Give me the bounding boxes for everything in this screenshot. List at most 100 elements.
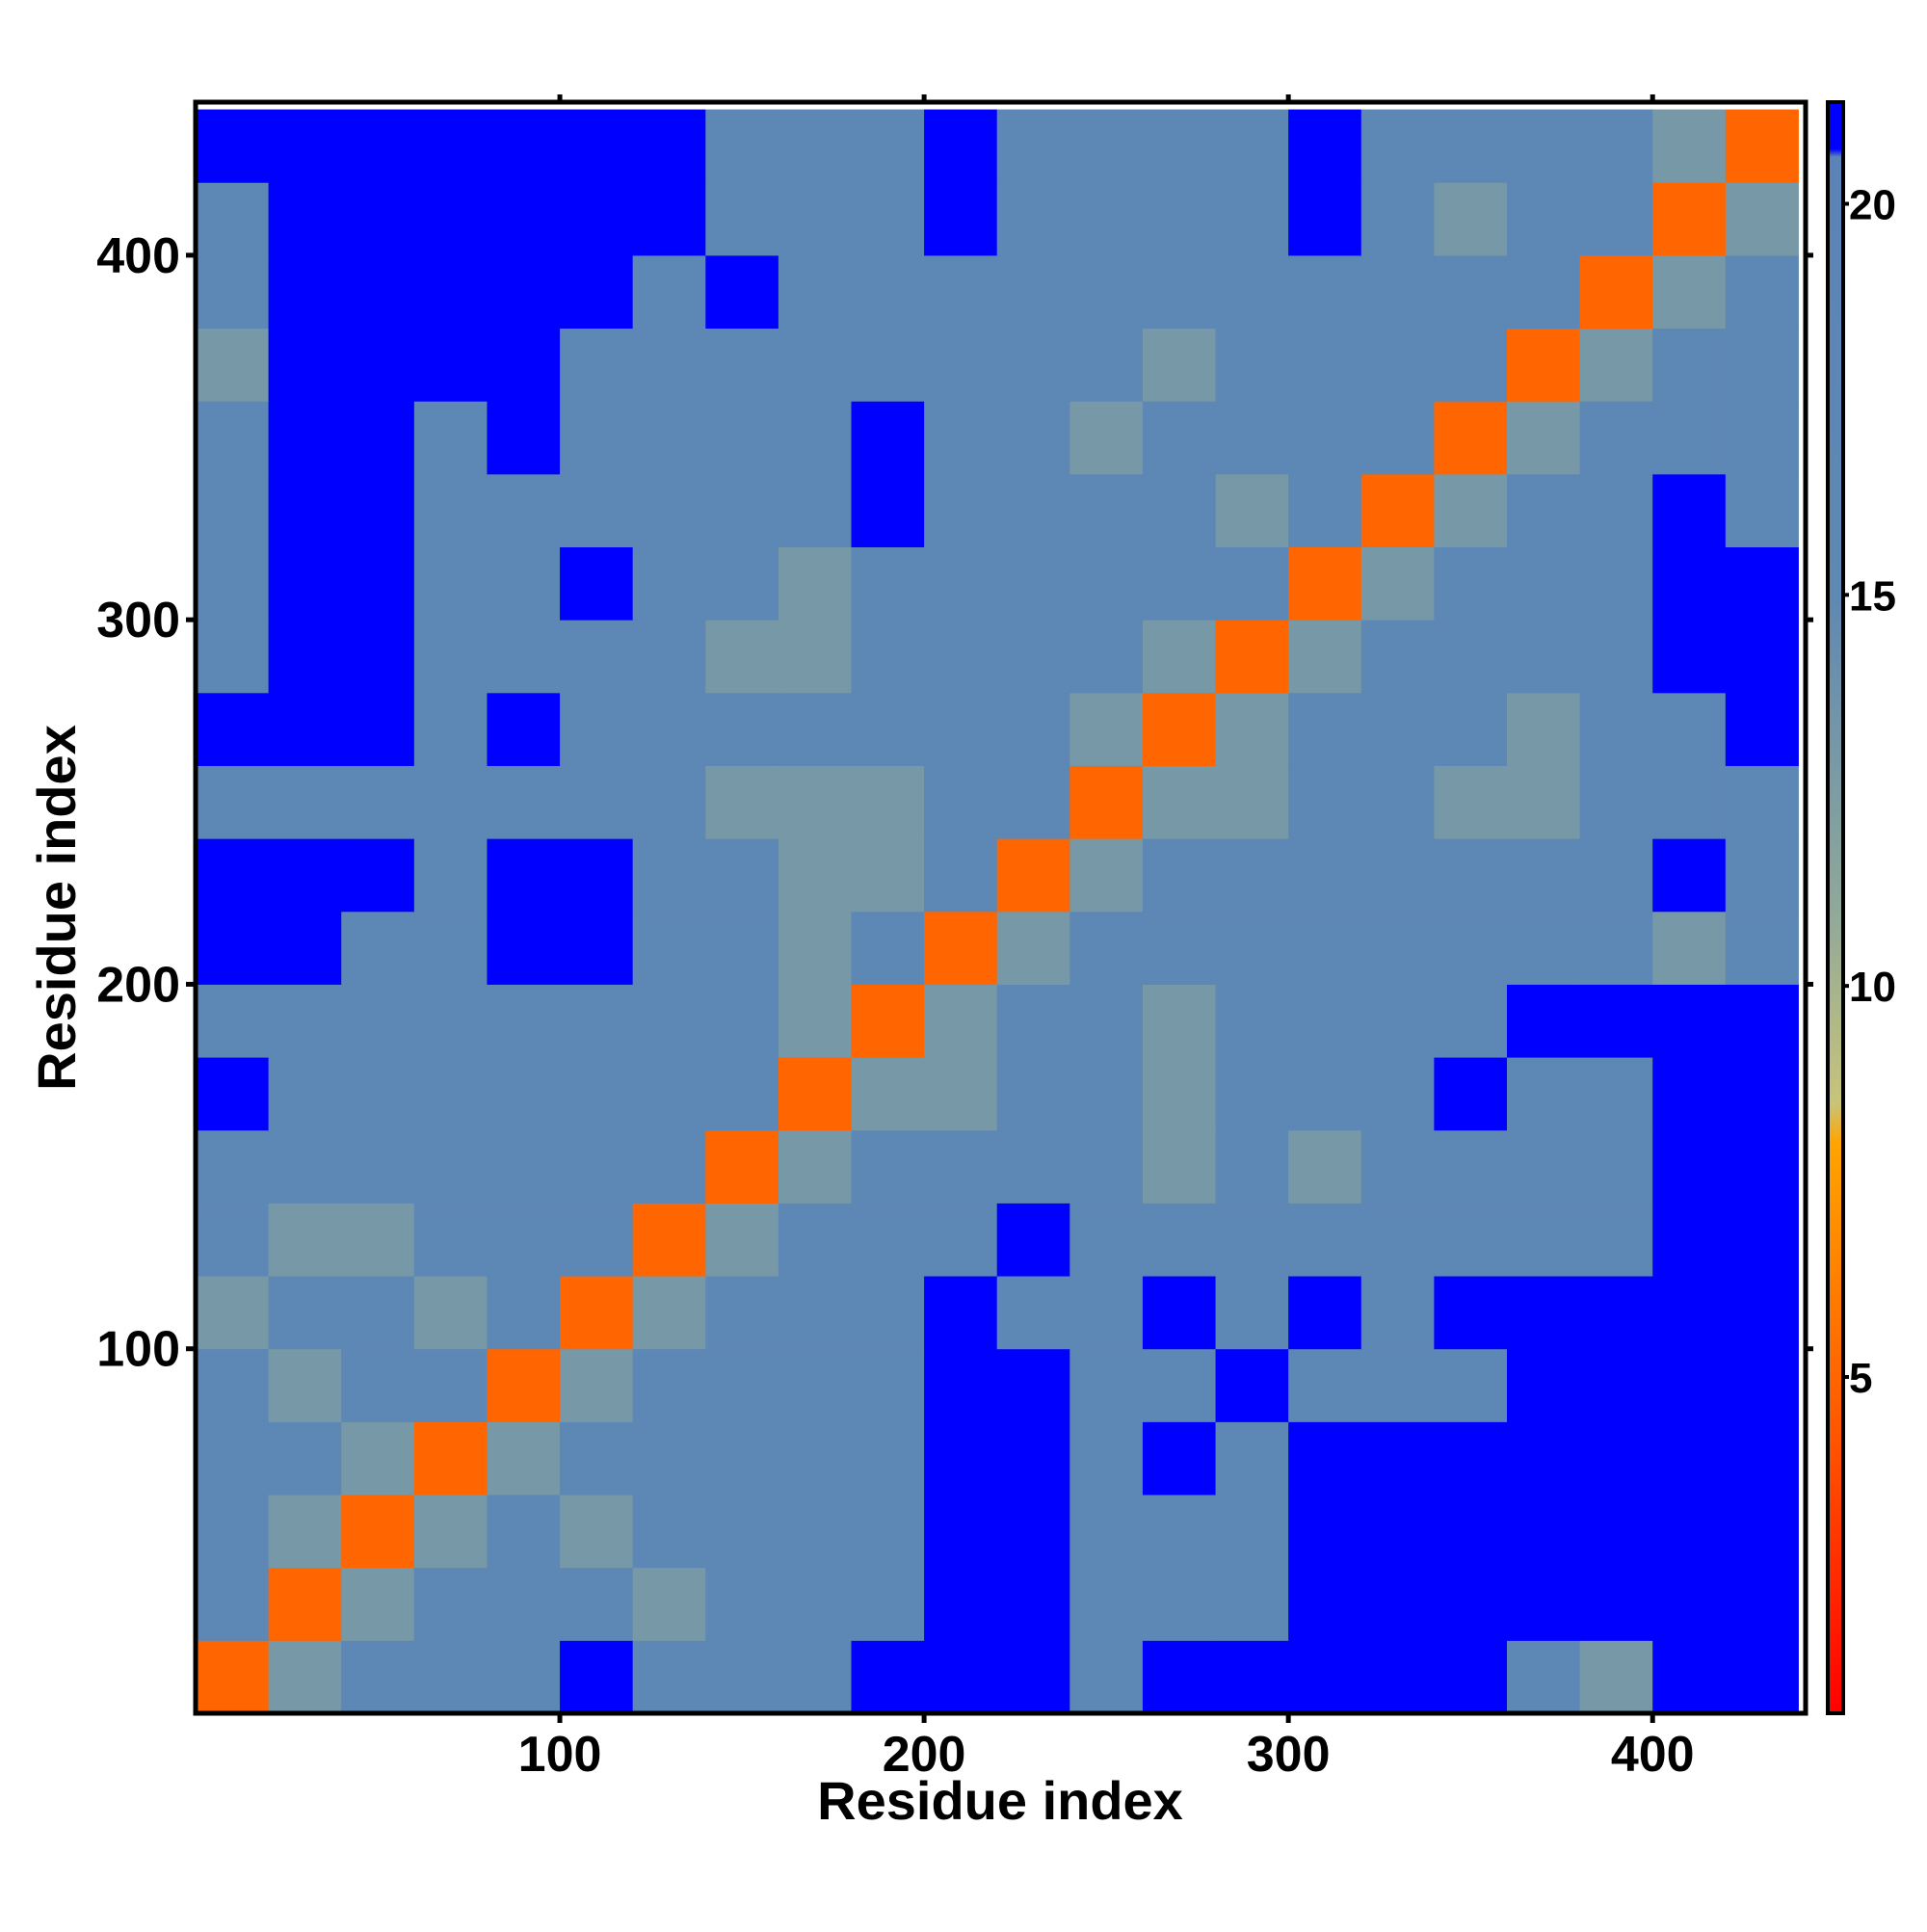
heatmap-cell bbox=[1506, 473, 1581, 548]
heatmap-cell bbox=[413, 1495, 488, 1569]
heatmap-cell bbox=[1069, 328, 1144, 402]
heatmap-cell bbox=[778, 838, 852, 913]
heatmap-cell bbox=[196, 692, 270, 766]
heatmap-cell bbox=[1652, 254, 1727, 330]
y-axis-title: Residue index bbox=[26, 725, 87, 1091]
heatmap-cell bbox=[778, 1640, 852, 1714]
heatmap-cell bbox=[487, 1495, 561, 1569]
heatmap-cell bbox=[996, 401, 1070, 475]
heatmap-cell bbox=[1506, 838, 1581, 913]
heatmap-cell bbox=[341, 911, 415, 985]
heatmap-cell bbox=[341, 838, 415, 913]
heatmap-cell bbox=[1434, 984, 1508, 1058]
heatmap-cell bbox=[705, 984, 779, 1058]
heatmap-cell bbox=[996, 546, 1070, 621]
heatmap-cell bbox=[560, 254, 634, 330]
heatmap-cell bbox=[1725, 1421, 1799, 1495]
heatmap-cell bbox=[778, 1495, 852, 1569]
heatmap-cell bbox=[632, 546, 706, 621]
heatmap-cell bbox=[1360, 692, 1435, 766]
heatmap-cell bbox=[1288, 109, 1362, 183]
heatmap-cell bbox=[1652, 546, 1727, 621]
heatmap-cell bbox=[268, 546, 342, 621]
heatmap-cell bbox=[1506, 1495, 1581, 1569]
heatmap-cell bbox=[1506, 765, 1581, 839]
heatmap-cell bbox=[851, 765, 925, 839]
heatmap-cell bbox=[1215, 1057, 1289, 1131]
heatmap-cell bbox=[1506, 911, 1581, 985]
x-tick-label: 100 bbox=[518, 1727, 602, 1783]
heatmap-cell bbox=[996, 692, 1070, 766]
heatmap-cell bbox=[1434, 838, 1508, 913]
heatmap-cell bbox=[268, 109, 342, 183]
heatmap-cell bbox=[1506, 1567, 1581, 1641]
heatmap-cell bbox=[1579, 1421, 1653, 1495]
heatmap-cell bbox=[996, 109, 1070, 183]
heatmap-cell bbox=[1579, 1640, 1653, 1714]
heatmap-cell bbox=[487, 1421, 561, 1495]
heatmap-cell bbox=[1360, 620, 1435, 694]
x-tick-label: 400 bbox=[1611, 1727, 1695, 1783]
heatmap-cell bbox=[1579, 984, 1653, 1058]
heatmap-cell bbox=[1288, 984, 1362, 1058]
heatmap-cell bbox=[341, 1203, 415, 1277]
heatmap-cell bbox=[1434, 1203, 1508, 1277]
heatmap-cell bbox=[705, 328, 779, 402]
heatmap-cell bbox=[1652, 838, 1727, 913]
heatmap-cell bbox=[196, 1421, 270, 1495]
heatmap-cell bbox=[487, 1276, 561, 1350]
heatmap-cell bbox=[924, 1640, 998, 1714]
heatmap-cell bbox=[413, 1421, 488, 1495]
heatmap-cell bbox=[1288, 254, 1362, 330]
heatmap-cell bbox=[1360, 1348, 1435, 1422]
heatmap-cell bbox=[560, 765, 634, 839]
heatmap-cell bbox=[1360, 765, 1435, 839]
heatmap-cell bbox=[196, 620, 270, 694]
heatmap-cell bbox=[1142, 911, 1217, 985]
heatmap-cell bbox=[1652, 984, 1727, 1058]
heatmap-cell bbox=[1725, 911, 1799, 985]
heatmap-cell bbox=[778, 328, 852, 402]
heatmap-cell bbox=[1434, 182, 1508, 256]
heatmap-cell bbox=[1652, 1640, 1727, 1714]
heatmap-cell bbox=[487, 401, 561, 475]
heatmap-cell bbox=[851, 1057, 925, 1131]
heatmap-cell bbox=[1725, 692, 1799, 766]
heatmap-cell bbox=[1725, 182, 1799, 256]
heatmap-cell bbox=[1652, 1495, 1727, 1569]
heatmap-cell bbox=[560, 328, 634, 402]
heatmap-cell bbox=[924, 765, 998, 839]
heatmap-cell bbox=[560, 1495, 634, 1569]
heatmap-cell bbox=[1069, 765, 1144, 839]
heatmap-cell bbox=[268, 473, 342, 548]
heatmap-cell bbox=[1288, 401, 1362, 475]
heatmap-cell bbox=[1360, 911, 1435, 985]
heatmap-cell bbox=[996, 984, 1070, 1058]
heatmap-cell bbox=[924, 1421, 998, 1495]
heatmap-cell bbox=[560, 911, 634, 985]
heatmap-cell bbox=[778, 1203, 852, 1277]
heatmap-cell bbox=[560, 838, 634, 913]
heatmap-cell bbox=[268, 1421, 342, 1495]
heatmap-cell bbox=[1288, 911, 1362, 985]
heatmap-cell bbox=[1069, 473, 1144, 548]
heatmap-cell bbox=[341, 328, 415, 402]
heatmap-cell bbox=[632, 692, 706, 766]
heatmap-cell bbox=[1360, 1495, 1435, 1569]
heatmap-cell bbox=[705, 1640, 779, 1714]
y-tick-label: 400 bbox=[96, 228, 180, 284]
heatmap-cell bbox=[1725, 1640, 1799, 1714]
heatmap-cell bbox=[196, 838, 270, 913]
heatmap-cell bbox=[705, 838, 779, 913]
heatmap-cell bbox=[1142, 1203, 1217, 1277]
heatmap-cell bbox=[851, 1276, 925, 1350]
heatmap-cell bbox=[1069, 1129, 1144, 1204]
heatmap-cell bbox=[1360, 473, 1435, 548]
heatmap-cell bbox=[487, 1567, 561, 1641]
heatmap-cell bbox=[560, 984, 634, 1058]
heatmap-cell bbox=[778, 620, 852, 694]
heatmap-cell bbox=[778, 692, 852, 766]
heatmap-cell bbox=[413, 109, 488, 183]
